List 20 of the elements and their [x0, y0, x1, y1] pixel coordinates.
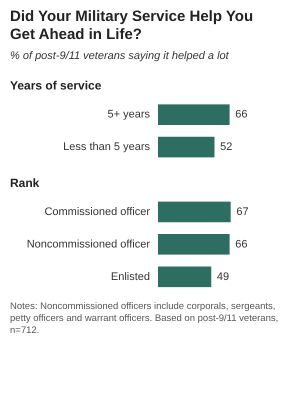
bar	[158, 266, 212, 288]
data-label: 66	[235, 108, 248, 121]
chart-title: Did Your Military Service Help You Get Ahead in Life?	[10, 8, 254, 44]
bar	[158, 234, 230, 255]
y-tick-label: 5+ years	[108, 108, 150, 121]
data-label: 67	[236, 206, 249, 218]
bar	[158, 104, 230, 125]
text: Rank	[10, 176, 40, 190]
data-label: 52	[220, 141, 232, 154]
text: Years of service	[10, 78, 102, 93]
y-tick-label: Commissioned officer	[44, 206, 150, 218]
y-tick-label: Noncommissioned officer	[26, 238, 150, 250]
chart-subtitle: % of post-9/11 veterans saying it helped a lot	[10, 50, 230, 62]
data-label: 66	[235, 238, 248, 250]
y-tick-label: Enlisted	[110, 270, 150, 283]
data-label: 49	[216, 270, 230, 283]
text: Notes: Noncommissioned officers include corporals, sergeants, petty officers and warrant officers. Based on post-9/11 veterans, n=712.	[10, 301, 280, 337]
y-tick-label: Less than 5 years	[63, 141, 150, 154]
bar	[158, 202, 231, 222]
bar	[158, 136, 214, 158]
